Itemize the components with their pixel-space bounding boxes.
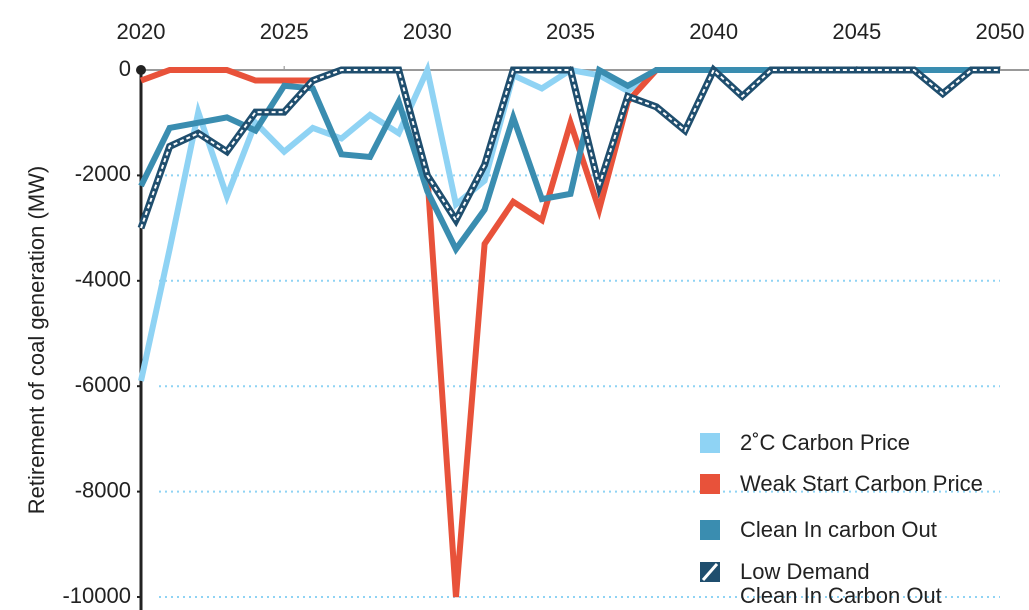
x-tick-label: 2030	[403, 19, 452, 44]
y-tick-label: -8000	[75, 477, 131, 502]
y-tick-label: -10000	[62, 583, 131, 608]
y-tick-label: 0	[119, 56, 131, 81]
origin-dot	[136, 65, 146, 75]
y-tick-label: -2000	[75, 161, 131, 186]
legend-swatch	[700, 433, 720, 453]
y-axis-title: Retirement of coal generation (MW)	[24, 166, 49, 514]
y-tick-label: -6000	[75, 372, 131, 397]
x-tick-label: 2035	[546, 19, 595, 44]
legend-label: Low Demand Clean In Carbon Out	[740, 559, 942, 608]
legend-label: Clean In carbon Out	[740, 517, 937, 542]
legend-label: 2˚C Carbon Price	[740, 430, 910, 455]
x-tick-label: 2040	[689, 19, 738, 44]
y-tick-label: -4000	[75, 267, 131, 292]
series-line-hatch	[140, 68, 1000, 229]
series-line	[138, 65, 1000, 255]
x-tick-label: 2045	[832, 19, 881, 44]
legend-swatch	[700, 520, 720, 540]
legend-label: Weak Start Carbon Price	[740, 471, 983, 496]
legend-swatch	[700, 474, 720, 494]
x-tick-label: 2025	[260, 19, 309, 44]
series-line	[137, 64, 1000, 230]
x-tick-label: 2020	[117, 19, 166, 44]
x-tick-label: 2050	[976, 19, 1025, 44]
legend-hatch	[701, 563, 719, 581]
